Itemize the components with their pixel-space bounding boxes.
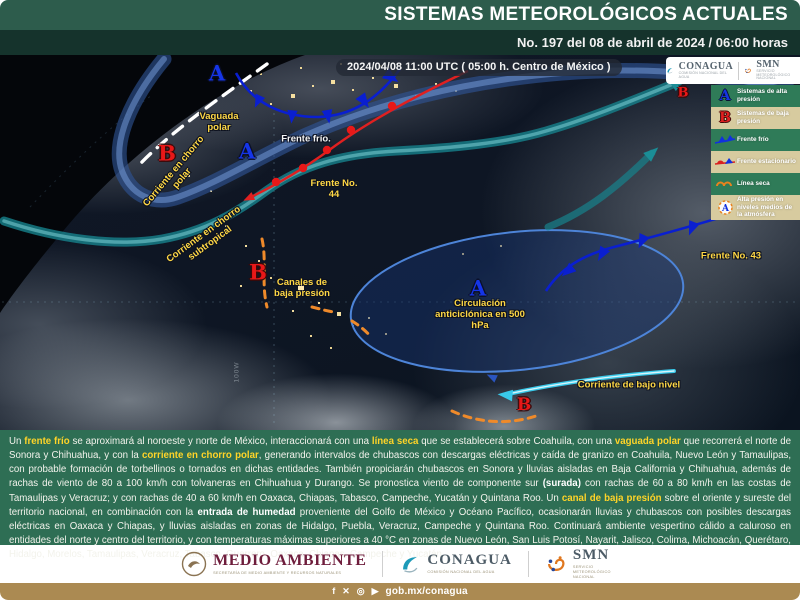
label-polar-trough: Vaguada polar: [199, 110, 239, 133]
forecast-segment: proveniente del Golfo de México y Océano…: [9, 506, 791, 561]
footer-logos: MEDIO AMBIENTE SECRETARÍA DE MEDIO AMBIE…: [0, 545, 800, 583]
forecast-segment-highlight: frente frío: [24, 436, 70, 447]
weather-annotations-layer: [0, 55, 800, 427]
label-front-44: Frente No. 44: [310, 177, 358, 200]
front-44-red-segment: [243, 69, 469, 201]
smn-icon: [547, 556, 565, 572]
cold-front-icon: [713, 134, 737, 146]
label-anticyclonic-circulation: Circulación anticiclónica en 500 hPa: [435, 298, 525, 332]
low-pressure-b-icon: B: [719, 110, 731, 126]
youtube-icon[interactable]: ▶: [371, 586, 379, 596]
stationary-front-icon: [713, 156, 737, 168]
conagua-caption: COMISIÓN NACIONAL DEL AGUA: [678, 70, 727, 79]
conagua-wordmark: CONAGUA: [678, 60, 734, 72]
earth-limb-space: [0, 55, 305, 313]
low-pressure-channels: [260, 237, 538, 424]
forecast-segment-highlight: canal de baja presión: [561, 492, 662, 504]
forecast-segment: se aproximará al noroeste y norte de Méx…: [69, 436, 372, 447]
forecast-segment-highlight: corriente en chorro polar: [141, 450, 259, 462]
medio-ambiente-wordmark: MEDIO AMBIENTE: [213, 551, 367, 569]
label-low-level-current: Corriente de bajo nivel: [577, 379, 681, 391]
high-pressure-a-icon: A: [719, 88, 731, 104]
conagua-wordmark: CONAGUA: [427, 552, 512, 569]
map-logo-box: CONAGUA COMISIÓN NACIONAL DEL AGUA SMN S…: [666, 57, 800, 84]
legend-label: Línea seca: [737, 180, 770, 188]
legend-label: Frente frío: [737, 136, 769, 144]
smn-icon: [744, 68, 751, 74]
high-pressure-marker: A: [208, 60, 226, 86]
forecast-text: Un frente frío se aproximará al noroeste…: [0, 430, 800, 560]
high-pressure-marker: A: [469, 275, 487, 301]
legend-label: Frente estacionario: [737, 158, 796, 166]
footer-divider: [382, 551, 384, 577]
gold-social-bar: f ✕ ◎ ▶ gob.mx/conagua: [0, 583, 800, 600]
instagram-icon[interactable]: ◎: [356, 586, 365, 596]
legend-item-mid-level-high: A Alta presión en niveles medios de la a…: [711, 195, 800, 221]
satellite-weather-map: 2024/04/08 11:00 UTC ( 05:00 h. Centro d…: [0, 55, 800, 430]
medio-ambiente-logo: MEDIO AMBIENTE SECRETARÍA DE MEDIO AMBIE…: [181, 551, 366, 577]
high-pressure-marker: A: [238, 138, 256, 164]
cold-front-44-line: [234, 68, 402, 124]
legend-item-high-pressure: A Sistemas de alta presión: [711, 85, 800, 107]
legend-label: Sistemas de alta presión: [737, 88, 788, 103]
page-title: SISTEMAS METEOROLÓGICOS ACTUALES: [384, 4, 788, 25]
conagua-caption: COMISIÓN NACIONAL DEL AGUA: [427, 570, 495, 575]
bulletin-number-date: No. 197 del 08 de abril de 2024 / 06:00 …: [517, 35, 788, 50]
conagua-footer-logo: CONAGUA COMISIÓN NACIONAL DEL AGUA: [399, 553, 512, 575]
low-pressure-marker: B: [158, 140, 176, 166]
label-front-43: Frente No. 43: [700, 250, 762, 262]
anticyclone-oval: [349, 229, 685, 373]
label-cold-front: Frente frío.: [281, 133, 331, 145]
conagua-icon: [667, 68, 673, 74]
conagua-icon: [403, 557, 418, 573]
medio-ambiente-caption: SECRETARÍA DE MEDIO AMBIENTE Y RECURSOS …: [213, 570, 342, 575]
forecast-segment-bold: entrada de humedad: [197, 506, 296, 518]
low-pressure-marker: B: [249, 259, 267, 285]
smn-wordmark: SMN: [756, 58, 780, 70]
legend-label: Alta presión en niveles medios de la atm…: [737, 196, 793, 219]
forecast-segment: que recorrerá el norte de Sonora y Chihu…: [9, 436, 791, 462]
forecast-segment: Un: [9, 436, 25, 447]
gobmx-conagua-link[interactable]: gob.mx/conagua: [385, 586, 468, 597]
low-level-current-arrow: [486, 369, 676, 402]
map-timestamp: 2024/04/08 11:00 UTC ( 05:00 h. Centro d…: [336, 59, 622, 76]
svg-text:A: A: [721, 204, 730, 214]
smn-footer-logo: SMN SERVICIO METEOROLÓGICO NACIONAL: [545, 548, 619, 579]
dry-line-icon: [713, 178, 737, 190]
legend-label: Sistemas de baja presión: [737, 110, 789, 125]
map-legend: A Sistemas de alta presión B Sistemas de…: [711, 85, 800, 221]
low-pressure-marker: B: [677, 85, 689, 101]
legend-item-dry-line: Línea seca: [711, 173, 800, 195]
x-twitter-icon[interactable]: ✕: [342, 586, 350, 596]
forecast-segment: sobre el oriente y sureste del territori…: [9, 492, 791, 518]
label-low-pressure-channels: Canales de baja presión: [274, 276, 330, 299]
subheader-bar: No. 197 del 08 de abril de 2024 / 06:00 …: [0, 30, 800, 55]
facebook-icon[interactable]: f: [332, 586, 336, 596]
mid-level-high-icon: A: [713, 199, 737, 216]
longitude-label: 100W: [233, 361, 241, 383]
legend-item-low-pressure: B Sistemas de baja presión: [711, 107, 800, 129]
logo-divider: [738, 61, 739, 80]
smn-caption: SERVICIO METEOROLÓGICO NACIONAL: [572, 565, 611, 579]
forecast-segment: que se establecerá sobre Coahuila, con u…: [418, 436, 615, 447]
legend-item-cold-front: Frente frío: [711, 129, 800, 151]
forecast-segment-highlight: vaguada polar: [614, 436, 681, 447]
smn-caption: SERVICIO METEOROLÓGICO NACIONAL: [756, 68, 791, 81]
low-pressure-marker: B: [516, 395, 532, 415]
forecast-segment: con rachas de 60 a 80 km/h en las costas…: [9, 478, 791, 504]
footer-divider: [527, 551, 529, 577]
forecast-segment-highlight: línea seca: [371, 436, 419, 447]
forecast-segment: , generando intervalos de chubascos con …: [9, 450, 792, 490]
forecast-segment-bold: (surada): [542, 478, 581, 490]
semarnat-seal-icon: [181, 551, 207, 577]
legend-item-stationary-front: Frente estacionario: [711, 151, 800, 173]
header-bar: SISTEMAS METEOROLÓGICOS ACTUALES: [0, 0, 800, 30]
smn-wordmark: SMN: [572, 547, 610, 564]
